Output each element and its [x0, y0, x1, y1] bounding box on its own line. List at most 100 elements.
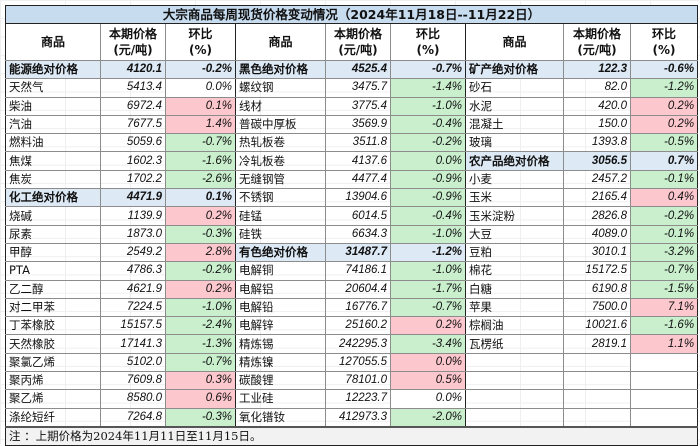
- price-cell[interactable]: 4786.3: [100, 261, 166, 281]
- change-cell[interactable]: -0.7%: [390, 297, 466, 318]
- commodity-name-cell[interactable]: 水泥: [465, 96, 564, 116]
- commodity-name-cell[interactable]: 精炼锡: [235, 334, 326, 354]
- commodity-name-cell[interactable]: 电解锌: [235, 316, 326, 336]
- commodity-name-cell[interactable]: 线材: [235, 96, 326, 116]
- group-price-cell[interactable]: 4525.4: [325, 59, 391, 80]
- change-cell[interactable]: -0.7%: [165, 133, 236, 153]
- change-cell[interactable]: -0.9%: [390, 188, 466, 208]
- group-name-cell[interactable]: 化工绝对价格: [5, 188, 101, 208]
- commodity-name-cell[interactable]: 尿素: [5, 224, 101, 244]
- price-cell[interactable]: 3569.9: [325, 114, 391, 135]
- change-cell[interactable]: -0.7%: [165, 352, 236, 373]
- commodity-name-cell[interactable]: 混凝土: [465, 114, 564, 135]
- commodity-name-cell[interactable]: PTA: [5, 261, 101, 281]
- commodity-name-cell[interactable]: 电解铝: [235, 279, 326, 299]
- price-cell[interactable]: 2819.1: [563, 334, 631, 354]
- change-cell[interactable]: [629, 371, 699, 391]
- price-cell[interactable]: 16776.7: [325, 297, 391, 318]
- price-cell[interactable]: 3010.1: [563, 242, 631, 263]
- price-cell[interactable]: 5059.6: [100, 133, 166, 153]
- change-cell[interactable]: -1.2%: [629, 78, 699, 98]
- price-cell[interactable]: [563, 389, 631, 409]
- group-change-cell[interactable]: 0.7%: [629, 151, 699, 171]
- commodity-name-cell[interactable]: 烧碱: [5, 206, 101, 226]
- price-cell[interactable]: 4621.9: [100, 279, 166, 299]
- change-cell[interactable]: -0.3%: [165, 407, 236, 428]
- price-cell[interactable]: 5102.0: [100, 352, 166, 373]
- change-cell[interactable]: -1.5%: [629, 279, 699, 299]
- commodity-name-cell[interactable]: 豆粕: [465, 242, 564, 263]
- header-change-3[interactable]: 环比 (%): [629, 23, 699, 61]
- commodity-name-cell[interactable]: 普碳中厚板: [235, 114, 326, 135]
- price-cell[interactable]: 3775.4: [325, 96, 391, 116]
- change-cell[interactable]: 1.1%: [629, 334, 699, 354]
- price-cell[interactable]: 150.0: [563, 114, 631, 135]
- price-cell[interactable]: 6190.8: [563, 279, 631, 299]
- price-cell[interactable]: 78101.0: [325, 371, 391, 391]
- price-cell[interactable]: 4089.0: [563, 224, 631, 244]
- change-cell[interactable]: -0.3%: [165, 224, 236, 244]
- price-cell[interactable]: 15172.5: [563, 261, 631, 281]
- price-cell[interactable]: 10021.6: [563, 316, 631, 336]
- change-cell[interactable]: -2.6%: [165, 169, 236, 190]
- group-name-cell[interactable]: 农产品绝对价格: [465, 151, 564, 171]
- commodity-name-cell[interactable]: 精炼镍: [235, 352, 326, 373]
- commodity-name-cell[interactable]: 丁苯橡胶: [5, 316, 101, 336]
- header-change-2[interactable]: 环比 (%): [390, 23, 466, 61]
- change-cell[interactable]: -0.2%: [390, 133, 466, 153]
- commodity-name-cell[interactable]: 玻璃: [465, 133, 564, 153]
- price-cell[interactable]: 6972.4: [100, 96, 166, 116]
- change-cell[interactable]: -1.0%: [390, 224, 466, 244]
- change-cell[interactable]: 0.4%: [629, 188, 699, 208]
- price-cell[interactable]: 25160.2: [325, 316, 391, 336]
- change-cell[interactable]: -0.5%: [629, 133, 699, 153]
- commodity-name-cell[interactable]: 对二甲苯: [5, 297, 101, 318]
- commodity-name-cell[interactable]: 砂石: [465, 78, 564, 98]
- change-cell[interactable]: -2.4%: [165, 316, 236, 336]
- change-cell[interactable]: -1.6%: [165, 151, 236, 171]
- header-price-1[interactable]: 本期价格 (元/吨): [100, 23, 166, 61]
- commodity-name-cell[interactable]: 大豆: [465, 224, 564, 244]
- commodity-name-cell[interactable]: 玉米淀粉: [465, 206, 564, 226]
- commodity-name-cell[interactable]: [465, 407, 564, 428]
- change-cell[interactable]: -3.4%: [390, 334, 466, 354]
- price-cell[interactable]: 8580.0: [100, 389, 166, 409]
- group-change-cell[interactable]: -0.2%: [165, 59, 236, 80]
- commodity-name-cell[interactable]: 焦炭: [5, 169, 101, 190]
- price-cell[interactable]: [563, 371, 631, 391]
- change-cell[interactable]: -1.0%: [390, 261, 466, 281]
- price-cell[interactable]: 1139.9: [100, 206, 166, 226]
- change-cell[interactable]: -0.1%: [629, 169, 699, 190]
- price-cell[interactable]: 127055.5: [325, 352, 391, 373]
- group-name-cell[interactable]: 矿产绝对价格: [465, 59, 564, 80]
- commodity-name-cell[interactable]: 聚丙烯: [5, 371, 101, 391]
- change-cell[interactable]: -0.2%: [165, 261, 236, 281]
- price-cell[interactable]: [563, 407, 631, 428]
- change-cell[interactable]: -0.4%: [390, 206, 466, 226]
- change-cell[interactable]: [629, 407, 699, 428]
- group-change-cell[interactable]: -1.2%: [390, 242, 466, 263]
- commodity-name-cell[interactable]: 螺纹钢: [235, 78, 326, 98]
- change-cell[interactable]: -0.1%: [629, 224, 699, 244]
- commodity-name-cell[interactable]: [465, 371, 564, 391]
- group-change-cell[interactable]: -0.6%: [629, 59, 699, 80]
- change-cell[interactable]: 0.0%: [165, 78, 236, 98]
- change-cell[interactable]: -3.2%: [629, 242, 699, 263]
- header-commodity-1[interactable]: 商品: [5, 23, 101, 61]
- commodity-name-cell[interactable]: 汽油: [5, 114, 101, 135]
- commodity-name-cell[interactable]: 燃料油: [5, 133, 101, 153]
- commodity-name-cell[interactable]: 涤纶短纤: [5, 407, 101, 428]
- group-name-cell[interactable]: 能源绝对价格: [5, 59, 101, 80]
- price-cell[interactable]: 4477.4: [325, 169, 391, 190]
- change-cell[interactable]: 0.3%: [165, 371, 236, 391]
- price-cell[interactable]: 17141.3: [100, 334, 166, 354]
- change-cell[interactable]: 7.1%: [629, 297, 699, 318]
- commodity-name-cell[interactable]: 天然橡胶: [5, 334, 101, 354]
- group-name-cell[interactable]: 黑色绝对价格: [235, 59, 326, 80]
- price-cell[interactable]: 7609.8: [100, 371, 166, 391]
- change-cell[interactable]: 0.1%: [165, 96, 236, 116]
- price-cell[interactable]: 3511.8: [325, 133, 391, 153]
- price-cell[interactable]: 242295.3: [325, 334, 391, 354]
- price-cell[interactable]: 420.0: [563, 96, 631, 116]
- commodity-name-cell[interactable]: 工业硅: [235, 389, 326, 409]
